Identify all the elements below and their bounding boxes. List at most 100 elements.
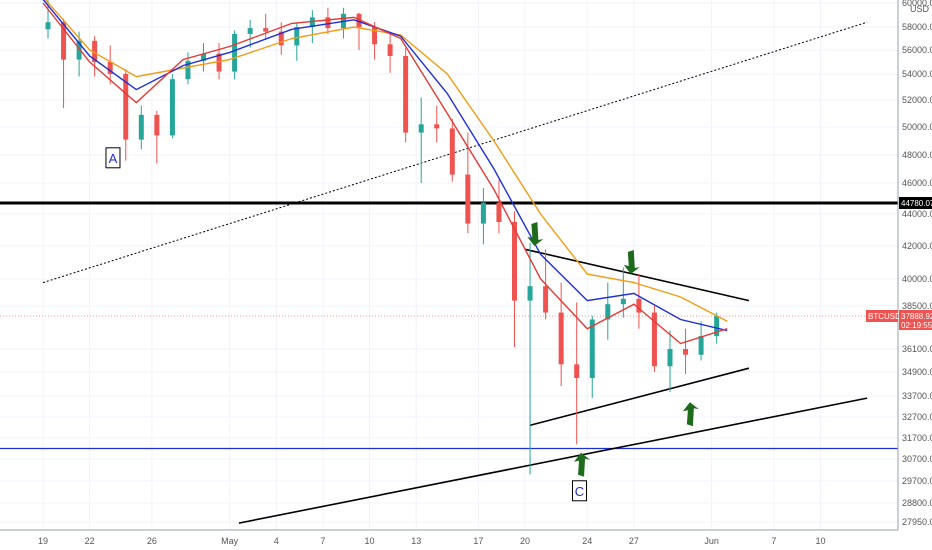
candle-body (527, 286, 533, 301)
candle-body (76, 40, 82, 60)
trendline (529, 367, 750, 427)
price-tick-label: 28800.00 (902, 498, 932, 508)
candles (45, 0, 720, 475)
price-tick-label: 56000.00 (902, 45, 932, 55)
trendline (42, 21, 868, 284)
arrow-down (527, 222, 544, 246)
candle-body (636, 298, 642, 313)
arrow-up (574, 452, 591, 477)
trendlines (42, 21, 868, 524)
candle-body (294, 27, 300, 46)
candle-body (651, 312, 657, 367)
candle-body (387, 44, 393, 56)
price-tick-label: 33700.00 (902, 391, 932, 401)
time-axis: 19 22 26 May 4 7 10 13 17 20 24 27 Jun 7 10 (38, 536, 826, 546)
moving-average-line (42, 2, 728, 345)
candle-body (403, 56, 409, 133)
price-tick-label: 58000.00 (902, 22, 932, 32)
symbol-tag-label: BTCUSD (868, 312, 901, 321)
candle-body (263, 28, 269, 32)
symbol-tag (866, 310, 898, 322)
candle-body (45, 22, 51, 30)
price-tick-label: 27950.00 (902, 517, 932, 527)
annotations: AC (105, 147, 587, 502)
candle-body (512, 222, 517, 301)
trendline (238, 397, 868, 524)
time-tick-label: 10 (365, 536, 375, 546)
candle-body (232, 33, 238, 72)
time-tick-label: 24 (582, 536, 592, 546)
time-tick-label: 22 (85, 536, 95, 546)
candle-body (605, 304, 611, 320)
price-axis-panel[interactable] (898, 0, 932, 530)
arrow-up (682, 402, 699, 427)
moving-average-line (44, 0, 728, 322)
candle-body (123, 74, 129, 140)
candle-body (61, 22, 67, 60)
annotation-box (105, 147, 121, 169)
price-tick-label: 40000.00 (902, 274, 932, 284)
price-tick-label: 52000.00 (902, 95, 932, 105)
candle-body (418, 124, 424, 133)
candle-body (434, 124, 440, 129)
price-tick-label: 46000.00 (902, 178, 932, 188)
price-tick-label: 42000.00 (902, 241, 932, 251)
time-tick-label: May (221, 536, 239, 546)
time-tick-label: 27 (629, 536, 639, 546)
currency-label: USD (910, 4, 930, 14)
candle-body (574, 364, 580, 378)
time-tick-label: 26 (147, 536, 157, 546)
time-tick-label: 13 (411, 536, 421, 546)
price-tick-label: 38500.00 (902, 301, 932, 311)
time-tick-label: 19 (38, 536, 48, 546)
candle-body (496, 202, 502, 222)
plot-background (0, 0, 898, 530)
arrow-down (623, 250, 640, 275)
level-tag (899, 197, 932, 209)
time-tick-label: 10 (815, 536, 825, 546)
time-tick-label: 20 (520, 536, 530, 546)
price-tick-label: 48000.00 (902, 150, 932, 160)
candle-body (278, 31, 284, 46)
candle-body (185, 60, 191, 80)
price-tick-label: 32700.00 (902, 412, 932, 422)
annotation-label: C (575, 484, 584, 499)
moving-averages (42, 0, 728, 345)
price-tick-label: 60000.00 (902, 0, 932, 8)
candle-body (698, 336, 704, 355)
time-axis-panel[interactable] (0, 530, 898, 550)
arrows (527, 222, 699, 477)
price-tick-label: 44000.00 (902, 209, 932, 219)
candle-body (449, 128, 455, 175)
candle-body (620, 298, 626, 305)
candle-body (372, 27, 378, 45)
annotation-label: A (109, 151, 118, 166)
candle-body (201, 53, 206, 61)
price-tick-label: 31700.00 (902, 433, 932, 443)
candle-body (480, 202, 486, 224)
candle-body (465, 174, 471, 224)
time-tick-label: 17 (473, 536, 483, 546)
price-tick-label: 29700.00 (902, 476, 932, 486)
price-tick-label: 54000.00 (902, 69, 932, 79)
time-tick-label: 7 (771, 536, 776, 546)
time-tick-label: 7 (320, 536, 325, 546)
price-tick-label: 30700.00 (902, 454, 932, 464)
candle-body (589, 319, 595, 378)
grid (0, 0, 898, 530)
candle-body (138, 114, 144, 140)
price-axis: 60000.00 58000.00 56000.00 54000.00 52000.00… (866, 0, 932, 527)
candle-body (714, 316, 720, 337)
time-tick-label: Jun (704, 536, 719, 546)
candle-body (325, 17, 331, 29)
candle-body (169, 79, 175, 136)
candle-body (92, 40, 98, 62)
last-price-tag (899, 310, 932, 330)
candle-body (309, 17, 315, 27)
annotation-box (571, 480, 587, 502)
time-tick-label: 4 (274, 536, 279, 546)
last-price-label: 37888.92 (901, 312, 932, 321)
trendline (524, 248, 750, 302)
candle-body (558, 312, 564, 365)
